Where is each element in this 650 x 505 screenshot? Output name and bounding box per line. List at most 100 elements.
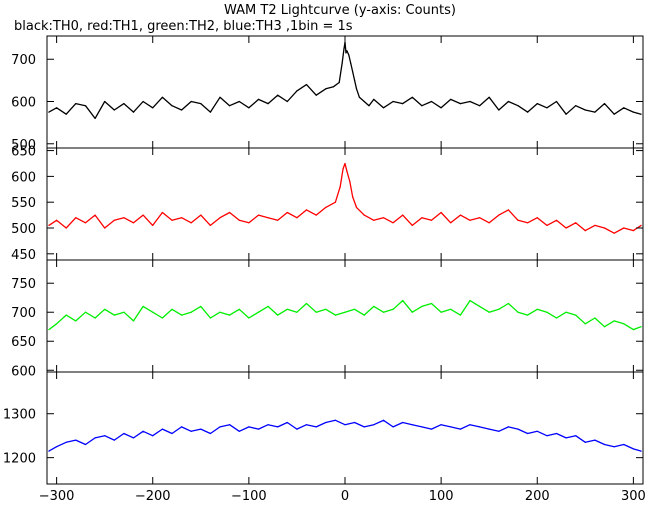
- data-point: [286, 211, 288, 214]
- data-point: [546, 435, 548, 437]
- data-point: [527, 432, 529, 435]
- data-point: [104, 308, 106, 310]
- data-point: [257, 214, 260, 216]
- data-point: [479, 305, 481, 307]
- data-point: [346, 170, 348, 172]
- data-point: [190, 311, 192, 313]
- data-point: [575, 105, 577, 107]
- data-point: [382, 217, 385, 219]
- data-point: [402, 103, 404, 105]
- data-point: [546, 224, 548, 226]
- data-point: [334, 201, 336, 203]
- data-point: [517, 428, 519, 430]
- data-point: [209, 317, 211, 319]
- data-point: [229, 105, 231, 107]
- x-tick-label: −300: [39, 489, 75, 504]
- data-point: [84, 105, 87, 107]
- data-point: [171, 219, 173, 221]
- data-point: [536, 430, 538, 432]
- y-tick-label: 650: [11, 335, 36, 350]
- data-point: [421, 105, 423, 107]
- data-point: [640, 113, 642, 115]
- series-line-th2: [48, 299, 642, 331]
- data-point: [75, 217, 77, 219]
- data-point: [352, 196, 354, 198]
- data-point: [469, 100, 471, 103]
- data-point: [48, 224, 50, 226]
- data-point: [363, 214, 365, 216]
- data-point: [459, 214, 461, 216]
- data-point: [219, 426, 221, 428]
- panels-group: 500 600 700 450 500 550 600 650 600 650 700 750 1200…: [3, 35, 644, 485]
- data-point: [267, 305, 269, 307]
- data-point: [113, 219, 115, 221]
- data-point: [430, 100, 433, 103]
- data-point: [209, 224, 211, 226]
- data-point: [181, 109, 183, 111]
- data-point: [344, 311, 346, 313]
- data-point: [315, 94, 317, 96]
- data-point: [440, 424, 442, 426]
- data-point: [209, 432, 211, 435]
- data-point: [339, 186, 341, 188]
- data-point: [113, 109, 115, 111]
- data-point: [440, 311, 442, 313]
- data-point: [613, 232, 615, 234]
- data-point: [296, 311, 298, 313]
- data-point: [65, 113, 67, 115]
- data-point: [190, 222, 192, 224]
- data-point: [257, 428, 260, 430]
- data-point: [358, 96, 360, 98]
- y-tick-label: 700: [11, 53, 36, 68]
- data-point: [402, 300, 404, 302]
- data-point: [623, 227, 625, 229]
- data-point: [373, 98, 375, 100]
- data-point: [152, 311, 154, 313]
- data-point: [238, 430, 240, 432]
- data-point: [402, 421, 404, 424]
- data-point: [315, 426, 317, 428]
- chart-title: WAM T2 Lightcurve (y-axis: Counts): [224, 3, 456, 18]
- data-point: [603, 227, 606, 229]
- data-point: [132, 111, 135, 113]
- data-point: [286, 421, 288, 424]
- data-point: [75, 103, 77, 105]
- chart-subtitle: black:TH0, red:TH1, green:TH2, blue:TH3 …: [14, 19, 353, 34]
- data-point: [161, 317, 163, 319]
- series-line-th1: [48, 162, 642, 234]
- data-point: [632, 111, 635, 113]
- data-point: [507, 209, 509, 211]
- data-point: [229, 314, 231, 316]
- data-point: [171, 105, 173, 107]
- data-point: [350, 62, 352, 65]
- data-point: [123, 217, 125, 219]
- data-point: [48, 111, 50, 113]
- data-point: [344, 424, 346, 426]
- data-point: [200, 103, 202, 105]
- panel-frame: [46, 35, 644, 149]
- data-point: [507, 426, 509, 428]
- data-point: [181, 314, 183, 316]
- data-point: [373, 305, 375, 307]
- data-point: [498, 430, 500, 432]
- data-point: [132, 222, 135, 224]
- data-point: [498, 109, 500, 111]
- data-point: [171, 308, 173, 310]
- y-tick-label: 600: [11, 96, 36, 111]
- data-point: [342, 168, 344, 170]
- y-tick-label: 750: [11, 277, 36, 292]
- data-point: [343, 48, 345, 50]
- data-point: [382, 419, 385, 421]
- data-point: [373, 219, 375, 221]
- data-point: [555, 317, 558, 319]
- data-point: [479, 426, 481, 428]
- data-point: [277, 426, 279, 428]
- data-point: [517, 105, 519, 107]
- data-point: [632, 329, 635, 331]
- data-point: [411, 311, 413, 313]
- data-point: [354, 308, 356, 310]
- data-point: [421, 426, 423, 428]
- data-point: [286, 100, 288, 103]
- data-point: [488, 222, 490, 224]
- data-point: [594, 317, 596, 319]
